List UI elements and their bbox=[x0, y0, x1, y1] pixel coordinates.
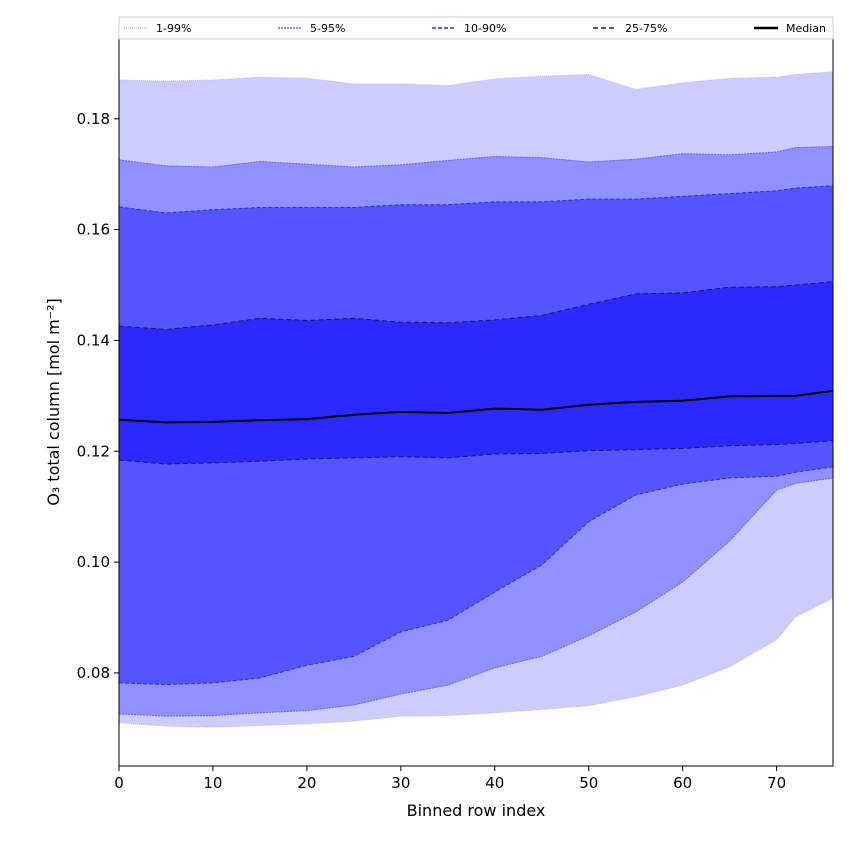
x-tick-label: 30 bbox=[391, 774, 410, 792]
band-upper-line bbox=[118, 71, 834, 90]
band-lower-line bbox=[118, 597, 834, 728]
legend-label: Median bbox=[786, 22, 826, 35]
band-upper-line bbox=[118, 281, 834, 330]
median-line bbox=[118, 389, 834, 424]
y-tick-label: 0.10 bbox=[77, 553, 110, 571]
band-lower-line bbox=[118, 477, 834, 717]
band-upper-line bbox=[118, 185, 834, 214]
x-tick-label: 20 bbox=[297, 774, 316, 792]
x-tick-label: 60 bbox=[673, 774, 692, 792]
x-tick-label: 70 bbox=[767, 774, 786, 792]
band-upper-line bbox=[118, 146, 834, 168]
x-axis-label: Binned row index bbox=[407, 801, 546, 820]
y-axis-label: O₃ total column [mol m⁻²] bbox=[44, 298, 63, 506]
x-tick-label: 10 bbox=[203, 774, 222, 792]
bands bbox=[118, 71, 834, 728]
y-ticks: 0.08 0.10 0.12 0.14 0.16 0.18 bbox=[77, 110, 119, 682]
x-ticks: 0 10 20 30 40 50 60 70 bbox=[114, 766, 786, 792]
x-tick-label: 50 bbox=[579, 774, 598, 792]
y-tick-label: 0.16 bbox=[77, 221, 110, 239]
y-tick-label: 0.14 bbox=[77, 331, 110, 349]
legend-label: 5-95% bbox=[310, 22, 345, 35]
y-tick-label: 0.08 bbox=[77, 664, 110, 682]
legend-label: 1-99% bbox=[156, 22, 191, 35]
y-tick-label: 0.12 bbox=[77, 442, 110, 460]
x-tick-label: 0 bbox=[114, 774, 124, 792]
legend-label: 25-75% bbox=[625, 22, 667, 35]
band-lower-line bbox=[118, 466, 834, 686]
x-tick-label: 40 bbox=[485, 774, 504, 792]
band-lower-line bbox=[118, 440, 834, 465]
legend: 1-99% 5-95% 10-90% 25-75% Median bbox=[118, 16, 834, 40]
legend-label: 10-90% bbox=[464, 22, 506, 35]
y-tick-label: 0.18 bbox=[77, 110, 110, 128]
